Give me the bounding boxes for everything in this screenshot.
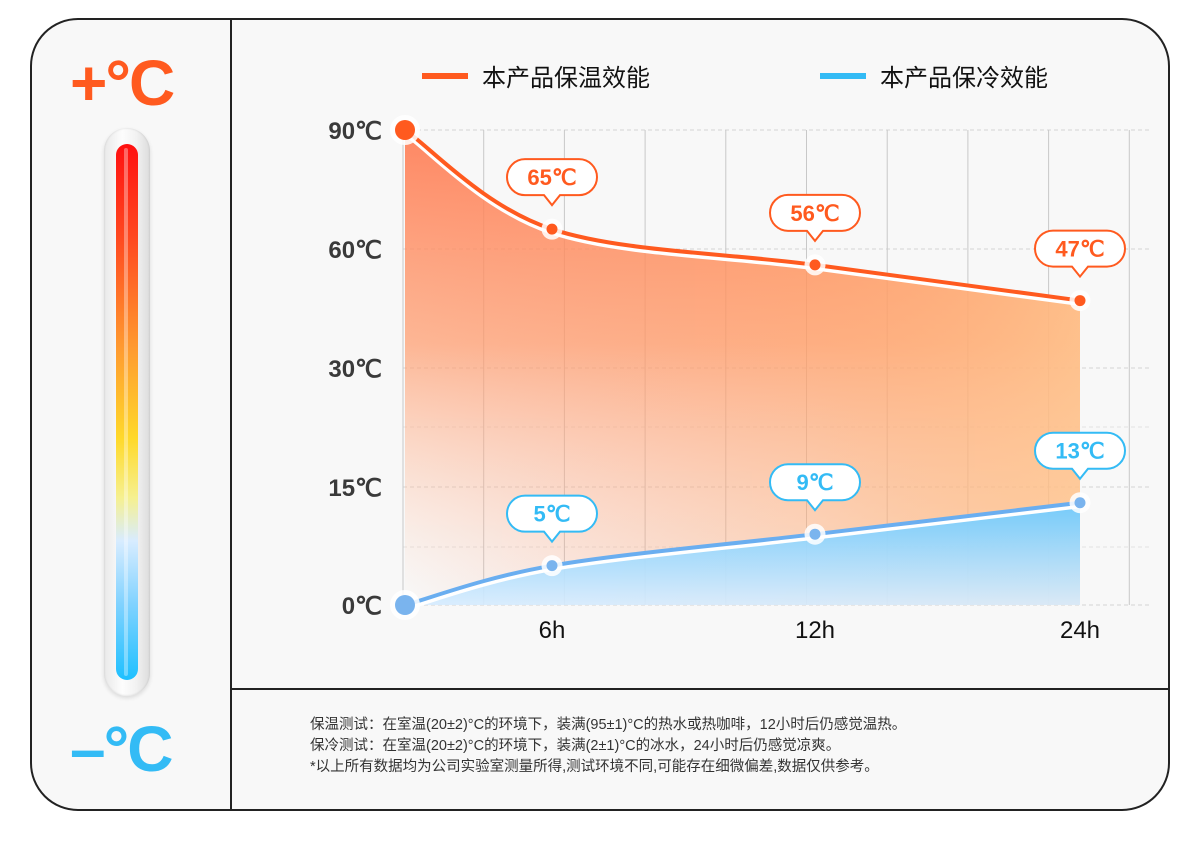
hot-data-point — [395, 120, 415, 140]
cold-data-point — [809, 528, 821, 540]
hot-data-label-bubble — [1034, 229, 1126, 279]
cold-data-label-text: 9℃ — [797, 470, 834, 495]
test-notes: 保温测试：在室温(20±2)°C的环境下，装满(95±1)°C的热水或热咖啡，1… — [310, 715, 906, 778]
legend-label-cold: 本产品保冷效能 — [880, 65, 1048, 92]
cold-line — [404, 500, 1081, 607]
x-tick-label: 24h — [1060, 617, 1100, 644]
y-tick-label: 90℃ — [328, 118, 382, 145]
hot-data-point — [1074, 295, 1086, 307]
hot-data-label-text: 47℃ — [1055, 237, 1104, 262]
cold-data-label-bubble — [1034, 431, 1126, 481]
note-line: 保冷测试：在室温(20±2)°C的环境下，装满(2±1)°C的冰水，24小时后仍… — [310, 738, 841, 754]
legend-item-hot: 本产品保温效能 — [422, 58, 650, 93]
thermometer-gradient-bar — [116, 144, 138, 680]
note-line: *以上所有数据均为公司实验室测量所得,测试环境不同,可能存在细微偏差,数据仅供参… — [310, 759, 879, 775]
temperature-chart: 65℃ 56℃ 47℃ 5℃ 9℃ 13℃ 90℃ 60℃ 30℃ 15℃ 0℃ 6h 12h 24h — [328, 115, 1149, 644]
hot-area-tint — [405, 130, 1080, 605]
chart-panel: 65℃ 56℃ 47℃ 5℃ 9℃ 13℃ 90℃ 60℃ 30℃ 15℃ 0℃ 6h 12h 24h 本… — [232, 20, 1168, 809]
hot-line — [403, 128, 1081, 303]
note-line: 保温测试：在室温(20±2)°C的环境下，装满(95±1)°C的热水或热咖啡，1… — [310, 717, 907, 733]
hot-data-label-text: 65℃ — [527, 165, 576, 190]
cold-data-point — [546, 560, 558, 572]
legend-swatch-hot — [422, 72, 468, 79]
cold-data-label-text: 5℃ — [534, 502, 571, 527]
y-tick-label: 15℃ — [328, 475, 382, 502]
legend-label-hot: 本产品保温效能 — [482, 65, 650, 92]
infographic-frame: +°C –°C 65℃ 56℃ 47℃ 5℃ 9℃ 13℃ 90℃ 60℃ 30℃ 15℃ 0℃ 6h… — [30, 18, 1170, 811]
x-tick-label: 6h — [539, 617, 566, 644]
hot-data-label-bubble — [769, 193, 861, 243]
cold-data-label-bubble — [506, 494, 598, 544]
temperature-side-panel: +°C –°C — [32, 20, 232, 809]
y-tick-label: 0℃ — [342, 593, 382, 620]
legend-swatch-cold — [820, 72, 866, 79]
y-tick-label: 30℃ — [328, 356, 382, 383]
cold-area — [405, 502, 1080, 605]
hot-temperature-label: +°C — [70, 47, 175, 119]
section-divider — [232, 688, 1168, 690]
hot-data-label-text: 56℃ — [790, 201, 839, 226]
hot-data-label-bubble — [506, 158, 598, 207]
thermometer-icon — [104, 128, 150, 696]
cold-data-label-bubble — [769, 463, 861, 512]
cold-data-point — [395, 595, 415, 615]
x-tick-label: 12h — [795, 617, 835, 644]
hot-data-point — [546, 223, 558, 235]
hot-data-point — [809, 259, 821, 271]
legend-item-cold: 本产品保冷效能 — [820, 58, 1048, 93]
cold-temperature-label: –°C — [70, 713, 173, 785]
y-tick-label: 60℃ — [328, 237, 382, 264]
cold-data-label-text: 13℃ — [1055, 439, 1104, 464]
cold-data-point — [1074, 497, 1086, 509]
